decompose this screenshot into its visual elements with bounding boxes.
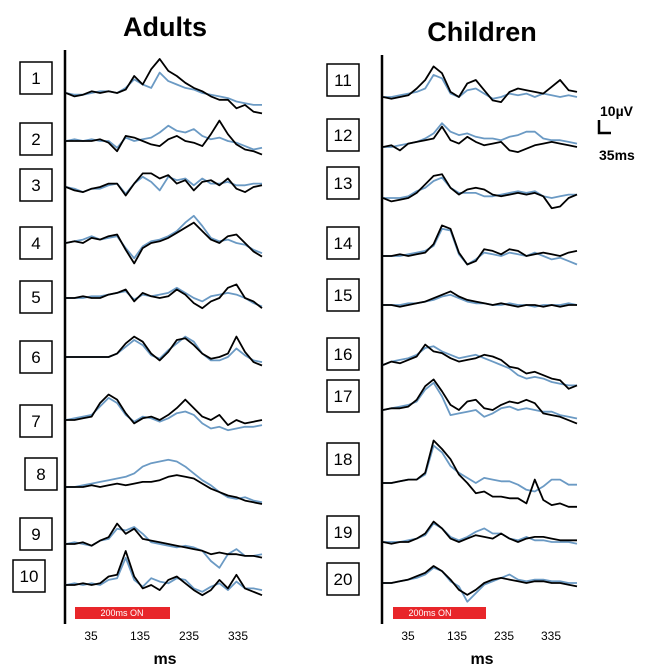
children-title: Children — [427, 17, 537, 47]
children-trace-18-blue — [383, 444, 577, 493]
children-trace-13-blue — [383, 176, 577, 199]
adults-x-tick-135: 135 — [130, 629, 150, 643]
adults-participant-box-3 — [19, 168, 53, 202]
children-stimulus-label: 200ms ON — [408, 608, 451, 618]
adults-trace-3-black — [65, 172, 263, 197]
adults-participant-label-1: 1 — [31, 69, 40, 88]
adults-title: Adults — [123, 12, 207, 42]
adults-trace-1-blue — [65, 71, 262, 106]
children-trace-15-black — [383, 290, 577, 308]
children-x-tick-35: 35 — [401, 629, 415, 643]
adults-participant-label-7: 7 — [31, 412, 40, 431]
children-participant-label-14: 14 — [334, 234, 353, 253]
adults-participant-box-6 — [19, 340, 53, 374]
adults-trace-7-blue — [65, 396, 263, 432]
children-participant-box-13 — [326, 166, 360, 200]
children-trace-18-black — [383, 439, 577, 508]
children-participant-box-18 — [326, 442, 360, 476]
children-participant-label-13: 13 — [334, 174, 353, 193]
scale-bar — [597, 120, 611, 135]
children-trace-20-blue — [383, 566, 577, 603]
adults-trace-9-blue — [65, 526, 263, 569]
adults-stimulus-bar — [75, 607, 170, 619]
adults-participant-label-8: 8 — [36, 465, 45, 484]
children-participant-label-12: 12 — [334, 126, 353, 145]
adults-participant-label-5: 5 — [31, 288, 40, 307]
children-stimulus-bar — [393, 607, 486, 619]
children-trace-20-black — [383, 565, 578, 596]
adults-stimulus-label: 200ms ON — [100, 608, 143, 618]
adults-trace-1-black — [65, 58, 263, 115]
adults-participant-label-4: 4 — [31, 234, 40, 253]
adults-participant-box-7 — [19, 404, 53, 438]
adults-x-tick-335: 335 — [228, 629, 248, 643]
adults-trace-2-black — [66, 119, 263, 156]
adults-trace-8-black — [66, 474, 263, 505]
children-participant-box-17 — [326, 379, 360, 413]
children-participant-label-20: 20 — [334, 570, 353, 589]
adults-trace-7-black — [66, 393, 263, 427]
children-trace-14-blue — [383, 227, 578, 266]
scale-bar-voltage-label: 10µV — [600, 103, 634, 119]
adults-participant-label-9: 9 — [31, 525, 40, 544]
adults-x-tick-35: 35 — [84, 629, 98, 643]
children-trace-19-black — [382, 520, 577, 545]
adults-trace-10-black — [66, 550, 263, 597]
adults-participant-label-6: 6 — [31, 348, 40, 367]
adults-participant-box-2 — [19, 122, 53, 156]
adults-participant-label-10: 10 — [20, 567, 39, 586]
adults-trace-6-black — [66, 335, 263, 367]
children-trace-17-blue — [382, 381, 578, 420]
children-participant-box-11 — [326, 63, 360, 97]
adults-trace-5-black — [66, 283, 263, 310]
children-participant-label-18: 18 — [334, 450, 353, 469]
adults-participant-box-4 — [19, 226, 53, 260]
scale-bar-time-label: 35ms — [599, 147, 635, 163]
adults-trace-8-blue — [66, 458, 263, 504]
adults-x-axis-label: ms — [153, 651, 176, 668]
children-x-tick-135: 135 — [447, 629, 467, 643]
children-trace-11-black — [382, 65, 578, 103]
children-participant-box-19 — [326, 515, 360, 549]
adults-trace-4-black — [65, 221, 263, 265]
children-x-tick-335: 335 — [541, 629, 561, 643]
adults-x-tick-235: 235 — [179, 629, 199, 643]
adults-participant-box-8 — [24, 457, 58, 491]
children-participant-label-17: 17 — [334, 387, 353, 406]
adults-participant-box-10 — [12, 559, 46, 593]
children-trace-13-black — [382, 173, 578, 210]
children-trace-12-black — [382, 125, 578, 154]
adults-trace-2-blue — [65, 124, 263, 151]
children-trace-16-black — [382, 343, 578, 390]
adults-participant-box-9 — [19, 517, 53, 551]
children-participant-label-15: 15 — [334, 286, 353, 305]
adults-trace-3-blue — [65, 175, 262, 195]
children-trace-11-blue — [383, 74, 578, 100]
children-participant-box-15 — [326, 278, 360, 312]
children-trace-16-blue — [382, 345, 577, 387]
adults-trace-6-blue — [66, 335, 263, 363]
children-x-tick-235: 235 — [494, 629, 514, 643]
children-participant-label-19: 19 — [334, 523, 353, 542]
children-participant-box-16 — [326, 337, 360, 371]
children-trace-14-black — [383, 224, 578, 266]
children-participant-box-20 — [326, 562, 360, 596]
adults-participant-box-1 — [19, 61, 53, 95]
adults-trace-4-blue — [65, 214, 263, 260]
children-participant-label-16: 16 — [334, 345, 353, 364]
children-x-axis-label: ms — [470, 651, 493, 668]
adults-participant-label-2: 2 — [31, 130, 40, 149]
adults-trace-10-blue — [65, 556, 263, 593]
children-trace-17-black — [382, 378, 578, 425]
children-participant-box-14 — [326, 226, 360, 260]
adults-participant-box-5 — [19, 280, 53, 314]
adults-trace-5-blue — [66, 286, 263, 308]
adults-trace-9-black — [66, 522, 263, 559]
adults-participant-label-3: 3 — [31, 176, 40, 195]
children-participant-box-12 — [326, 118, 360, 152]
children-participant-label-11: 11 — [334, 71, 352, 90]
